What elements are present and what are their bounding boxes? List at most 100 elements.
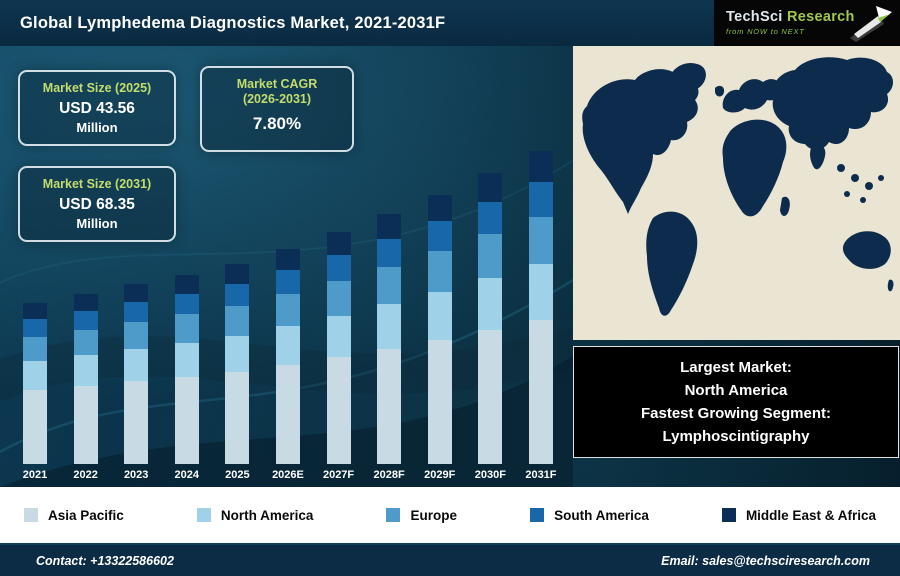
market-size-2031-label: Market Size (2031) [42,177,152,191]
bar-segment [478,173,503,203]
brand-part-research: Research [782,8,855,25]
bar-segment [174,293,199,315]
bar-segment [73,311,98,330]
bar-segment [225,284,250,307]
bar-segment [528,216,553,264]
largest-market-label: Largest Market: [680,359,792,376]
legend-label: Middle East & Africa [745,507,876,523]
fastest-segment-label: Fastest Growing Segment: [640,405,832,422]
legend-swatch [386,508,401,522]
bar-stack [275,248,300,464]
bar-chart-bars: 2021 2022 2023 2024 2025 2026E 2027F 2028F 2029F… [12,129,564,481]
bar-2026E: 2026E [265,129,311,481]
bar-segment [225,336,250,373]
bar-segment [174,376,199,464]
bar-2030F: 2030F [467,129,513,481]
bar-2021: 2021 [12,129,58,481]
contact-phone: Contact: +13322586602 [36,553,174,568]
largest-market-value: North America [684,382,788,399]
bar-segment [377,239,402,267]
legend-label: North America [220,507,314,523]
bar-segment [326,232,351,256]
bar-stack [427,194,452,464]
bar-stack [73,294,98,464]
market-cagr-box: Market CAGR (2026-2031) 7.80% [200,66,354,152]
bar-segment [478,330,503,464]
bar-stack [225,264,250,464]
legend-item: Middle East & Africa [721,507,876,523]
bar-segment [73,385,98,464]
bar-segment [275,365,300,464]
bar-segment [326,315,351,358]
bar-segment [275,326,300,365]
bar-segment [377,349,402,464]
largest-market-callout: Largest Market: North America Fastest Gr… [573,346,899,458]
x-axis-label: 2029F [424,469,456,481]
bar-segment [275,270,300,295]
x-axis-label: 2028F [373,469,405,481]
x-axis-label: 2026E [272,469,304,481]
bar-segment [23,389,47,464]
bar-segment [174,314,199,343]
market-size-2031-unit: Million [76,216,118,231]
bar-segment [23,318,47,337]
legend-swatch [721,508,736,522]
bar-stack [377,214,402,464]
bar-segment [326,255,351,281]
bar-segment [225,306,250,337]
market-cagr-value: 7.80% [252,114,302,133]
bar-segment [73,355,98,386]
x-axis-label: 2025 [225,469,250,481]
stacked-bar-chart: 2021 2022 2023 2024 2025 2026E 2027F 2028F 2029F… [12,129,564,481]
contact-email: Email: sales@techsciresearch.com [661,553,870,568]
bar-segment [427,194,452,222]
bar-2028F: 2028F [366,129,412,481]
bar-2029F: 2029F [417,129,463,481]
bar-2022: 2022 [63,129,109,481]
bar-segment [124,349,149,382]
market-size-2031-box: Market Size (2031) USD 68.35 Million [18,166,176,242]
bar-segment [275,294,300,327]
x-axis-label: 2027F [322,469,355,481]
market-size-2031-value: USD 68.35 [59,196,135,213]
bar-segment [478,234,503,279]
page-title: Global Lymphedema Diagnostics Market, 20… [20,14,446,32]
legend-swatch [24,508,38,522]
bar-stack [528,150,553,464]
bar-segment [427,291,452,340]
legend-item: Europe [386,508,457,523]
bar-segment [478,202,503,235]
market-size-2025-label: Market Size (2025) [42,81,152,95]
legend-item: North America [196,507,314,523]
bar-segment [73,294,98,312]
bar-segment [73,329,98,356]
bar-segment [326,280,351,316]
bar-segment [377,266,402,304]
bar-segment [427,251,452,292]
arrow-icon [850,6,892,42]
legend-label: Asia Pacific [48,507,124,523]
bar-stack [478,173,503,464]
bar-segment [23,360,47,390]
legend-item: Asia Pacific [24,508,124,523]
chart-legend: Asia Pacific North America Europe South Ame… [0,487,900,543]
bar-2024: 2024 [164,129,210,481]
bar-stack [326,232,351,464]
bar-segment [478,278,503,331]
x-axis-label: 2021 [22,469,48,481]
bar-2023: 2023 [113,129,159,481]
bar-2027F: 2027F [316,129,362,481]
x-axis-label: 2030F [474,469,506,481]
bar-segment [124,284,149,303]
bar-segment [275,248,300,271]
market-cagr-label-line1: Market CAGR [236,77,318,91]
brand-part-tech: TechSci [726,8,783,25]
bar-segment [124,381,149,464]
header-bar: Global Lymphedema Diagnostics Market, 20… [0,0,900,46]
footer-bar: Contact: +13322586602 Email: sales@techs… [0,543,900,576]
market-size-2025-box: Market Size (2025) USD 43.56 Million [18,70,176,146]
bar-segment [174,274,199,294]
bar-stack [124,284,149,464]
bar-stack [23,302,47,464]
legend-swatch [530,508,545,522]
